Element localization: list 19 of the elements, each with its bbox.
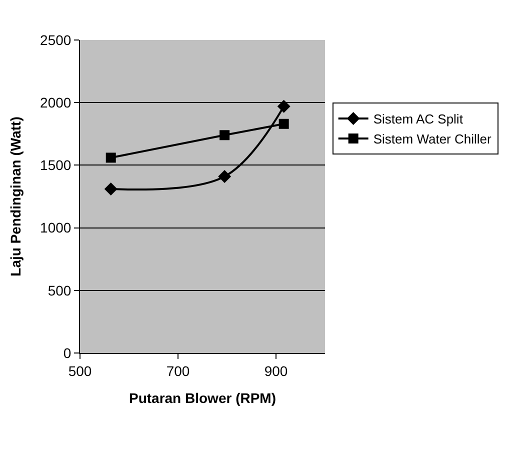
point [277,100,290,113]
point [278,118,289,129]
y-tick-label: 1500 [40,157,72,174]
point [104,182,118,196]
x-tick-label: 700 [166,362,190,379]
y-tick-label: 2000 [40,94,72,110]
y-tick-label: 2500 [40,32,72,48]
legend-label: Sistem Water Chiller [373,132,492,147]
x-axis-title: Putaran Blower (RPM) [128,390,276,406]
point [220,130,230,140]
point [218,170,232,183]
point [106,152,116,163]
legend-label: Sistem AC Split [373,112,464,127]
x-tick-label: 500 [68,362,92,379]
y-tick-label: 500 [48,282,72,298]
y-tick-label: 1000 [40,220,72,236]
y-axis-title: Laju Pendinginan (Watt) [8,116,24,276]
x-tick-label: 900 [264,362,288,379]
y-tick-label: 0 [63,344,72,361]
